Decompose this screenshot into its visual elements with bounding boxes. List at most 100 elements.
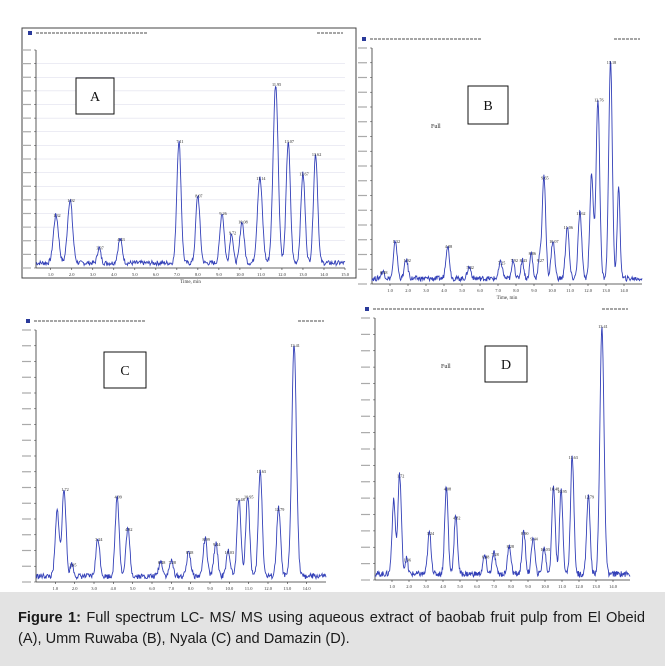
- header-marker: [362, 37, 366, 41]
- x-tick-label: 3.0: [423, 584, 429, 589]
- x-tick-label: 1.0: [48, 272, 54, 277]
- panel-label: A: [90, 90, 101, 105]
- x-tick-label: 1.0: [389, 584, 395, 589]
- x-tick-label: 5.0: [132, 272, 138, 277]
- panel-label: B: [483, 99, 492, 114]
- x-tick-label: 13.0: [592, 584, 601, 589]
- peak-label: 11.63: [257, 469, 266, 474]
- peak-label: 13.41: [290, 343, 299, 348]
- x-tick-label: 3.0: [90, 272, 96, 277]
- peak-label: 10.48: [550, 487, 559, 492]
- x-tick-label: 11.0: [245, 586, 253, 591]
- peak-label: 4.08: [444, 487, 451, 492]
- peak-label: 8.86: [529, 251, 536, 256]
- x-tick-label: 3.0: [423, 288, 429, 293]
- peak-label: 3.24: [95, 537, 103, 542]
- panel-label-box: [467, 85, 509, 125]
- chart-panel-c: 1.0 2.0 3.0 4.0 5.0 6.0 7.0 8.0 9.0 10.0 11.0 12.0 1…: [22, 319, 327, 591]
- x-tick-label: 14.0: [303, 586, 312, 591]
- x-tick-label: 1.0: [53, 586, 59, 591]
- x-tick-label: 6.0: [474, 584, 480, 589]
- peak-label: 7.92: [511, 258, 518, 263]
- peak-label: 10.48: [235, 497, 244, 502]
- peak-label: 13.07: [285, 139, 294, 144]
- peak-label: 10.03: [225, 550, 234, 555]
- peak-label: 1.92: [67, 198, 74, 203]
- peak-label: 4.08: [445, 244, 452, 249]
- x-tick-label: 12.0: [278, 272, 287, 277]
- peak-label: 5.42: [467, 265, 474, 270]
- peak-label: 8.28: [507, 544, 514, 549]
- peak-label: 3.24: [427, 531, 435, 536]
- x-tick-label: 2.0: [72, 586, 78, 591]
- peak-label: 6.48: [158, 560, 165, 565]
- peak-label: 4.43: [117, 237, 124, 242]
- x-tick-label: 8.0: [513, 288, 519, 293]
- header-marker: [28, 31, 32, 35]
- peak-label: 10.03: [540, 547, 549, 552]
- x-tick-label: 3.0: [91, 586, 97, 591]
- x-tick-label: 14.0: [620, 288, 629, 293]
- peak-label: 1.32: [393, 239, 400, 244]
- peak-label: 9.65: [541, 176, 548, 181]
- inset-full-text: Full: [431, 124, 441, 130]
- inset-full-text: Full: [441, 364, 451, 370]
- peak-label: 9.27: [537, 258, 544, 263]
- chromatogram-trace: [35, 85, 346, 268]
- peak-label: 1.96: [404, 557, 411, 562]
- x-tick-label: 8.0: [508, 584, 514, 589]
- peak-label: 8.07: [195, 193, 202, 198]
- figure-caption: Figure 1: Full spectrum LC- MS/ MS using…: [0, 592, 665, 666]
- peak-label: 13.18: [607, 60, 616, 65]
- x-axis-label: Time, min: [180, 280, 201, 285]
- peak-label: 7.11: [176, 139, 183, 144]
- chart-panel-d: 1.0 2.0 3.0 4.0 5.0 6.0 7.0 8.0 9.0 10.0 11.0 12.0 1…: [361, 307, 631, 589]
- peak-label: 8.28: [186, 550, 193, 555]
- peak-label: 4.82: [453, 515, 460, 520]
- x-tick-label: 9.0: [525, 584, 531, 589]
- peak-label: 9.26: [219, 211, 226, 216]
- x-tick-label: 14.0: [320, 272, 329, 277]
- peak-label: 1.92: [404, 258, 411, 263]
- peak-label: 8.90: [521, 531, 528, 536]
- chromatogram-panels: 1.0 2.0 3.0 4.0 5.0 6.0 7.0 8.0 9.0 10.0 11.0 12.0 1…: [21, 27, 643, 591]
- x-tick-label: 14.0: [609, 584, 618, 589]
- peak-label: 1.95: [69, 562, 76, 567]
- header-marker: [365, 307, 369, 311]
- x-tick-label: 9.0: [531, 288, 537, 293]
- chart-panel-b: 1.0 2.0 3.0 4.0 5.0 6.0 7.0 8.0 9.0 10.0 11.0 12.0 1…: [358, 37, 643, 301]
- peak-label: 10.95: [244, 494, 253, 499]
- peak-label: 12.79: [585, 494, 594, 499]
- x-tick-label: 11.0: [566, 288, 574, 293]
- peak-label: 9.72: [229, 230, 236, 235]
- panel-label-box: [484, 345, 528, 383]
- x-tick-label: 12.0: [264, 586, 273, 591]
- x-tick-label: 10.0: [541, 584, 550, 589]
- x-tick-label: 5.0: [457, 584, 463, 589]
- caption-label: Figure 1:: [18, 610, 81, 626]
- x-tick-label: 7.0: [495, 288, 501, 293]
- x-tick-label: 13.0: [299, 272, 308, 277]
- x-tick-label: 5.0: [459, 288, 465, 293]
- x-tick-label: 10.0: [236, 272, 245, 277]
- peak-label: 1.32: [53, 213, 60, 218]
- x-tick-label: 2.0: [406, 584, 412, 589]
- peak-label: 13.41: [598, 324, 607, 329]
- x-tick-label: 7.0: [174, 272, 180, 277]
- caption-text: Full spectrum LC- MS/ MS using aqueous e…: [18, 610, 646, 647]
- x-tick-label: 11.0: [257, 272, 265, 277]
- panel-label-box: [103, 351, 147, 389]
- x-tick-label: 4.0: [441, 288, 447, 293]
- peak-label: 12.76: [594, 98, 603, 103]
- panel-label-box: [75, 77, 115, 115]
- peak-label: 13.67: [299, 172, 308, 177]
- peak-label: 6.48: [482, 555, 489, 560]
- peak-label: 11.63: [569, 455, 578, 460]
- x-tick-label: 5.0: [130, 586, 136, 591]
- x-tick-label: 4.0: [111, 272, 117, 277]
- x-tick-label: 10.0: [225, 586, 234, 591]
- peak-label: 11.14: [256, 176, 266, 181]
- x-tick-label: 1.0: [387, 288, 393, 293]
- x-tick-label: 9.0: [207, 586, 213, 591]
- x-tick-label: 4.0: [111, 586, 117, 591]
